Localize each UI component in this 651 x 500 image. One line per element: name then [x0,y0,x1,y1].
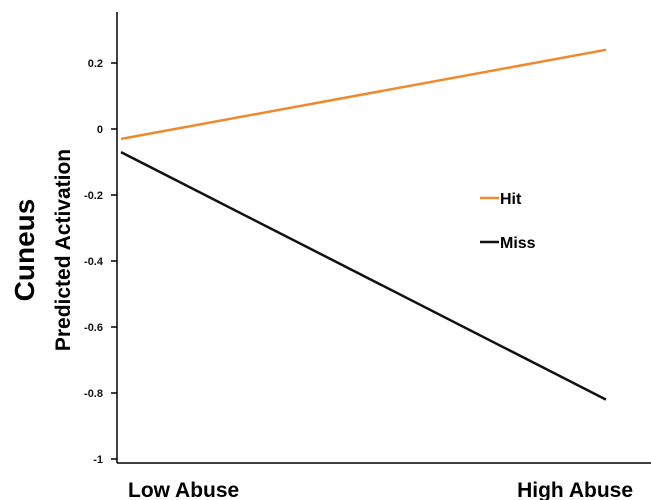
y-tick-label: -0.8 [84,388,103,400]
chart-legend: Hit Miss [480,191,536,252]
legend-label: Miss [500,235,536,252]
x-axis-categories: Low Abuse High Abuse [128,479,633,500]
y-tick-label: -1 [93,454,103,466]
chart-axes [116,12,651,464]
series-line-miss [120,150,607,401]
series-line-hit [120,48,607,141]
y-axis-ticks: 0.2 0 -0.2 -0.4 -0.6 -0.8 -1 [84,58,117,466]
y-tick-label: -0.4 [84,256,104,268]
y-axis-title: Cuneus [9,199,40,302]
x-category-label: High Abuse [517,479,633,500]
legend-label: Hit [500,191,522,208]
y-tick-label: -0.2 [84,190,103,202]
y-tick-label: -0.6 [84,322,103,334]
y-tick-label: 0.2 [88,58,103,70]
x-category-label: Low Abuse [128,479,239,500]
chart-series [120,48,607,401]
y-axis-label: Predicted Activation [52,149,75,351]
y-tick-label: 0 [97,124,103,136]
